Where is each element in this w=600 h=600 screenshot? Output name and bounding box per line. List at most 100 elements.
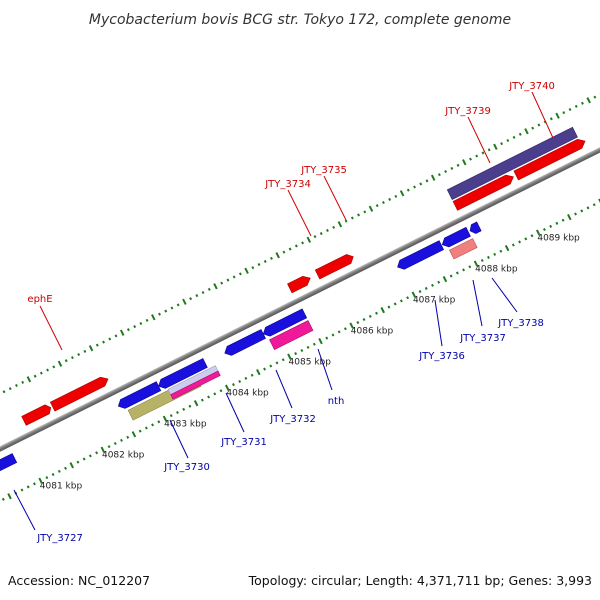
inner-tick [349,322,354,329]
gene-jty-3734[interactable] [287,274,312,294]
inner-tick [95,451,99,455]
outer-tick [469,157,472,161]
gene-ephe[interactable] [21,403,53,426]
accession-text: Accession: NC_012207 [8,573,150,588]
inner-tick [337,330,341,334]
inner-tick [524,237,528,241]
gene-reverse-d[interactable] [261,308,308,338]
outer-tick [581,101,584,105]
inner-tick [188,404,192,408]
inner-tick [213,392,217,396]
outer-tick [164,309,168,313]
inner-tick [1,497,5,501]
label-jty-3727[interactable]: JTY_3727 [36,533,83,544]
label-jty-3739[interactable]: JTY_3739 [444,106,491,117]
outer-tick [444,170,448,174]
gene-jty-3739[interactable] [452,172,516,211]
inner-tick [462,268,466,272]
map-title: Mycobacterium bovis BCG str. Tokyo 172, … [89,12,511,28]
scale-label: 4083 kbp [164,419,207,429]
outer-tick [524,128,529,135]
gene-jty-3740[interactable] [513,137,587,181]
outer-tick [88,345,94,352]
outer-tick [413,185,416,189]
outer-tick [133,325,137,329]
gene-jty-3737[interactable] [440,226,471,249]
label-jty-3740[interactable]: JTY_3740 [508,81,555,92]
inner-tick [162,415,168,422]
outer-tick [108,337,112,341]
gene-reverse-b[interactable] [156,358,208,390]
gene-jty-3731[interactable] [170,370,221,400]
label-jty-3731[interactable]: JTY_3731 [220,437,267,448]
outer-tick [313,235,317,239]
outer-tick [39,371,43,375]
label-jty-3735[interactable]: JTY_3735 [300,165,347,176]
outer-tick [487,148,491,152]
outer-tick [151,314,156,321]
inner-tick [151,423,155,427]
outer-tick [263,259,267,263]
outer-tick [450,166,454,170]
label-jty-3730[interactable]: JTY_3730 [163,462,210,473]
outer-tick [406,188,410,192]
outer-tick [394,194,398,198]
feature-band-purple[interactable] [446,126,578,200]
inner-tick [362,317,366,321]
inner-tick [275,361,279,365]
inner-tick [574,212,577,216]
outer-tick [182,298,187,305]
outer-tick [119,329,125,336]
inner-tick [244,376,248,380]
label-jty-3736[interactable]: JTY_3736 [418,351,465,362]
label-jty-3734[interactable]: JTY_3734 [264,179,311,190]
label-jty-3732[interactable]: JTY_3732 [269,414,316,425]
inner-tick [493,252,497,256]
gene-reverse-a[interactable] [116,381,162,411]
inner-tick [38,477,43,484]
inner-tick [561,218,565,222]
gene-jty-3737-pseudo[interactable] [449,238,478,260]
outer-tick [189,297,193,301]
inner-tick [393,302,397,306]
gene-jty-3735[interactable] [314,252,355,280]
scale-label: 4082 kbp [102,450,145,460]
inner-tick [20,488,24,492]
outer-tick [568,107,572,112]
inner-tick [200,398,204,402]
outer-tick [301,241,304,245]
inner-tick [250,373,254,377]
outer-tick [456,163,460,167]
outer-tick [207,287,211,291]
gene-jty-3736[interactable] [395,240,445,272]
outer-tick [102,340,105,344]
gene-jty-3727[interactable] [0,453,18,475]
scale-label: 4081 kbp [40,481,83,491]
inner-tick [356,321,360,325]
outer-tick [388,197,392,201]
gene-nth[interactable] [269,320,314,351]
label-nth[interactable]: nth [328,396,345,407]
label-ephe[interactable]: ephE [27,294,52,305]
outer-tick-row [0,92,600,398]
label-jty-3738[interactable]: JTY_3738 [497,318,544,329]
inner-tick [193,400,199,407]
label-jty-3737[interactable]: JTY_3737 [459,333,506,344]
outer-tick [226,278,230,282]
inner-tick [82,457,86,461]
inner-tick [535,229,541,236]
gene-reverse-c[interactable] [223,329,266,357]
inner-tick [543,228,546,232]
inner-tick [238,379,242,384]
inner-tick [487,255,490,259]
reverse-strand [0,221,482,475]
inner-tick [518,240,521,244]
gene-forward-1[interactable] [49,374,110,412]
outer-tick [26,376,32,383]
outer-tick [332,225,336,229]
inner-tick [76,460,80,464]
gene-jty-3738[interactable] [468,221,482,235]
outer-tick [512,135,516,139]
outer-tick [425,179,429,183]
inner-tick [406,296,410,300]
